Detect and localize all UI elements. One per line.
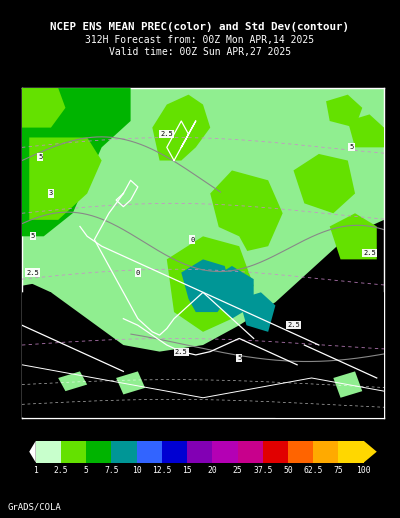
Text: 25: 25 <box>233 466 242 474</box>
Bar <box>61 441 86 463</box>
Polygon shape <box>22 319 384 418</box>
Text: 5: 5 <box>31 233 35 239</box>
Text: 0: 0 <box>136 269 140 276</box>
Polygon shape <box>239 292 276 332</box>
Polygon shape <box>22 292 66 418</box>
Text: 1: 1 <box>33 466 38 474</box>
Text: 5: 5 <box>84 466 89 474</box>
Text: 2.5: 2.5 <box>287 322 300 328</box>
Text: 2.5: 2.5 <box>54 466 68 474</box>
Bar <box>36 441 61 463</box>
Text: GrADS/COLA: GrADS/COLA <box>8 503 62 512</box>
Polygon shape <box>348 114 384 147</box>
Polygon shape <box>210 170 283 253</box>
Polygon shape <box>333 371 362 398</box>
Text: 7.5: 7.5 <box>104 466 119 474</box>
Text: 2.5: 2.5 <box>175 349 188 355</box>
Bar <box>238 441 263 463</box>
Polygon shape <box>326 95 362 127</box>
Bar <box>288 441 313 463</box>
Bar <box>187 441 212 463</box>
Bar <box>112 441 137 463</box>
Bar <box>338 441 364 463</box>
Polygon shape <box>210 266 254 319</box>
Text: 20: 20 <box>208 466 217 474</box>
Polygon shape <box>22 88 131 236</box>
Polygon shape <box>152 95 210 161</box>
Polygon shape <box>22 88 66 127</box>
Text: 5: 5 <box>349 145 354 150</box>
Text: NCEP ENS MEAN PREC(color) and Std Dev(contour): NCEP ENS MEAN PREC(color) and Std Dev(co… <box>50 22 350 32</box>
Text: 2.5: 2.5 <box>363 250 376 256</box>
Text: 3: 3 <box>49 191 53 196</box>
Polygon shape <box>364 441 377 463</box>
Bar <box>162 441 187 463</box>
Polygon shape <box>123 213 257 335</box>
Text: 2.5: 2.5 <box>160 131 173 137</box>
Polygon shape <box>29 441 36 463</box>
Text: 2.5: 2.5 <box>26 269 39 276</box>
Polygon shape <box>181 260 232 312</box>
Polygon shape <box>167 236 254 332</box>
Polygon shape <box>22 161 102 286</box>
Polygon shape <box>116 371 145 394</box>
Bar <box>137 441 162 463</box>
Text: 37.5: 37.5 <box>253 466 272 474</box>
Text: 312H Forecast from: 00Z Mon APR,14 2025: 312H Forecast from: 00Z Mon APR,14 2025 <box>86 35 314 45</box>
Polygon shape <box>330 213 377 260</box>
Polygon shape <box>22 88 384 352</box>
Bar <box>313 441 338 463</box>
Polygon shape <box>276 286 384 418</box>
Text: 50: 50 <box>283 466 293 474</box>
Text: 75: 75 <box>334 466 343 474</box>
Text: Valid time: 00Z Sun APR,27 2025: Valid time: 00Z Sun APR,27 2025 <box>109 47 291 56</box>
Text: 15: 15 <box>182 466 192 474</box>
Polygon shape <box>294 154 355 213</box>
Text: 5: 5 <box>237 355 241 361</box>
Bar <box>86 441 112 463</box>
Polygon shape <box>29 137 102 220</box>
Text: 0: 0 <box>190 237 194 242</box>
Bar <box>212 441 238 463</box>
Text: 12.5: 12.5 <box>152 466 172 474</box>
Text: 100: 100 <box>356 466 371 474</box>
Text: 62.5: 62.5 <box>304 466 323 474</box>
Polygon shape <box>58 371 87 391</box>
Text: 5: 5 <box>38 154 42 160</box>
Bar <box>263 441 288 463</box>
Text: 10: 10 <box>132 466 142 474</box>
